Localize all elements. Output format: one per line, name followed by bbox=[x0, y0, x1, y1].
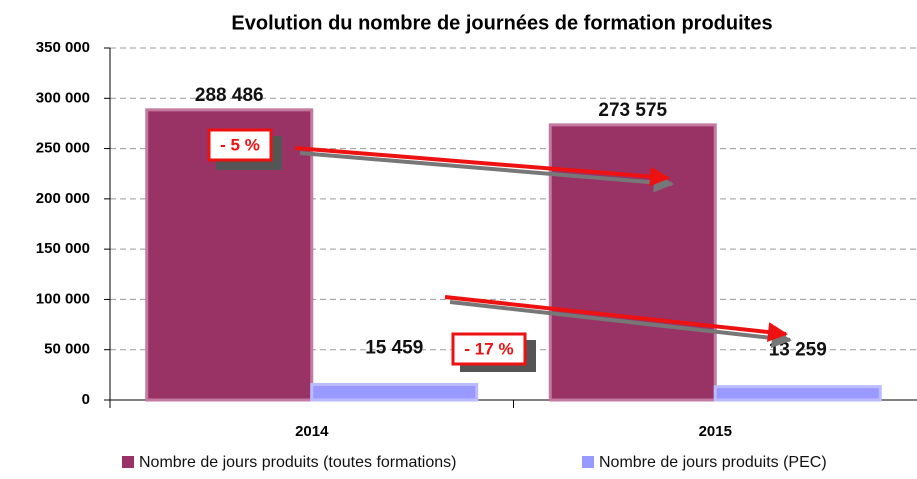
arrow-shadow bbox=[449, 300, 792, 348]
arrow bbox=[294, 146, 670, 187]
annotation-box bbox=[207, 128, 273, 162]
y-tick-label: 100 000 bbox=[36, 290, 90, 307]
legend-swatch bbox=[582, 456, 594, 468]
y-tick-label: 150 000 bbox=[36, 240, 90, 257]
y-tick-label: 50 000 bbox=[44, 341, 90, 358]
arrow-shadow bbox=[299, 151, 674, 193]
arrow bbox=[444, 295, 788, 342]
legend-label: Nombre de jours produits (toutes formati… bbox=[139, 454, 456, 471]
x-tick-label: 2014 bbox=[295, 423, 329, 440]
bar bbox=[548, 123, 717, 402]
y-tick-label: 350 000 bbox=[36, 39, 90, 56]
data-label: 288 486 bbox=[195, 85, 264, 106]
annotation: - 5 % bbox=[220, 135, 260, 154]
data-label: 13 259 bbox=[769, 340, 827, 361]
y-tick-label: 250 000 bbox=[36, 140, 90, 157]
chart-title: Evolution du nombre de journées de forma… bbox=[231, 12, 772, 34]
legend-label: Nombre de jours produits (PEC) bbox=[599, 454, 827, 471]
plot-area: 0 50 000 100 000 150 000 200 000 250 000 300 0… bbox=[36, 39, 917, 440]
annotation: - 17 % bbox=[464, 339, 513, 358]
annotations: - 5 % - 17 % bbox=[207, 128, 792, 372]
y-tick-label: 0 bbox=[82, 391, 90, 408]
annotation-box bbox=[451, 332, 527, 366]
y-tick-label: 300 000 bbox=[36, 89, 90, 106]
bar bbox=[310, 382, 479, 402]
data-label: 15 459 bbox=[365, 337, 423, 358]
data-label: 273 575 bbox=[598, 100, 667, 121]
x-tick-label: 2015 bbox=[699, 423, 732, 440]
legend-swatch bbox=[122, 456, 134, 468]
bar bbox=[713, 385, 882, 402]
y-tick-label: 200 000 bbox=[36, 190, 90, 207]
